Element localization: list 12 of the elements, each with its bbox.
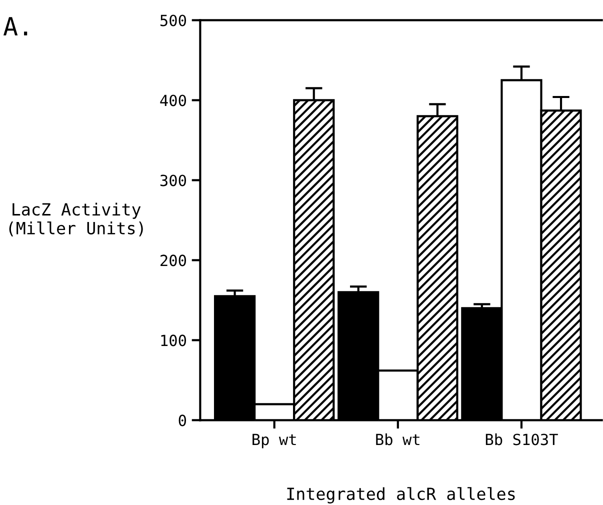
text: A. bbox=[3, 17, 28, 36]
x-tick-label: Bb S103T bbox=[486, 433, 558, 446]
y-tick-label: 0 bbox=[178, 414, 186, 426]
y-tick-label: 200 bbox=[160, 254, 186, 266]
y-tick-label: 500 bbox=[160, 14, 186, 26]
y-tick-label: 400 bbox=[160, 94, 186, 106]
x-tick-label: Bb wt bbox=[376, 433, 420, 446]
y-axis-title: LacZ Activity (Miller Units) bbox=[9, 202, 143, 236]
x-tick-label: Bp wt bbox=[252, 434, 296, 448]
x-axis-title: Integrated alcR alleles bbox=[287, 487, 515, 504]
y-tick-label: 300 bbox=[160, 174, 186, 186]
y-tick-label: 100 bbox=[161, 334, 186, 346]
